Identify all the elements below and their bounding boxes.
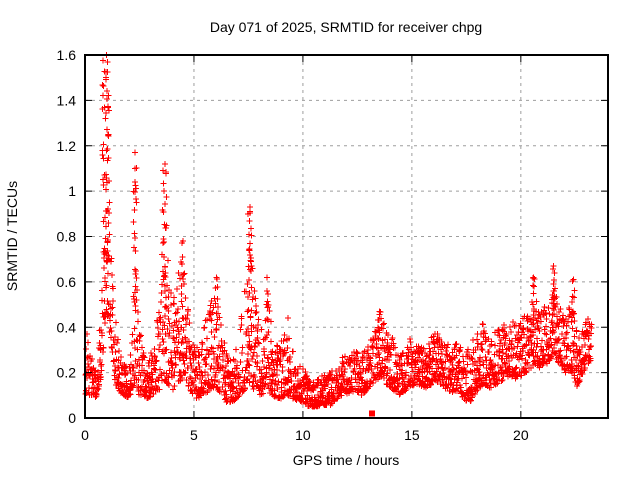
x-tick-label: 10 [295,427,311,443]
plot-border-and-ticks [84,54,609,419]
y-axis-label: SRMTID / TECUs [4,181,20,291]
y-tick-label: 0.6 [57,274,77,290]
y-tick-label: 1.4 [57,92,77,108]
chart-title: Day 071 of 2025, SRMTID for receiver chp… [210,19,482,35]
tick-labels: 0 5 10 15 20 0 0.2 0.4 0.6 0.8 1 1.2 1.4 1.6 [57,47,529,443]
x-axis-label: GPS time / hours [293,452,400,468]
x-tick-label: 0 [81,427,89,443]
y-tick-label: 1 [68,183,76,199]
y-tick-label: 1.2 [57,138,77,154]
filled-square-marker [368,410,375,417]
y-tick-label: 0.8 [57,229,77,245]
x-tick-label: 20 [513,427,529,443]
y-tick-label: 0.2 [57,365,77,381]
y-tick-label: 0 [68,410,76,426]
outlier-point-marker [368,410,375,417]
x-tick-label: 5 [190,427,198,443]
x-tick-label: 15 [404,427,420,443]
y-tick-label: 1.6 [57,47,77,63]
y-tick-label: 0.4 [57,319,77,335]
